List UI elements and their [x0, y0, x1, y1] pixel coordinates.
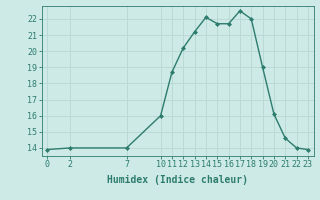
X-axis label: Humidex (Indice chaleur): Humidex (Indice chaleur): [107, 175, 248, 185]
